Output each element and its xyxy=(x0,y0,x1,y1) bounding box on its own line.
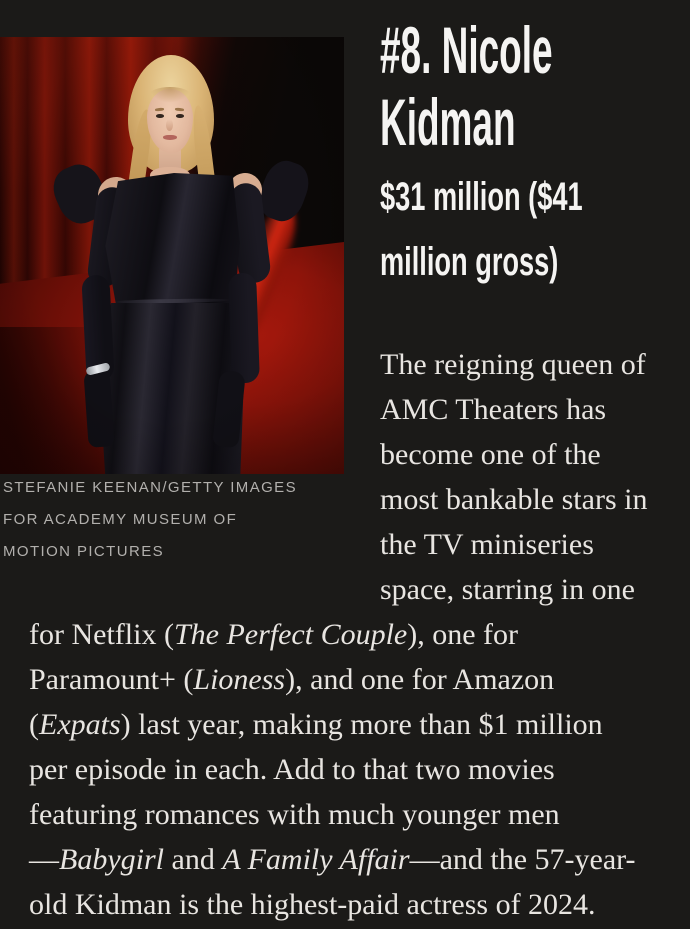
headline-line-2: Kidman xyxy=(380,85,516,159)
body-line: old Kidman is the highest-paid actress o… xyxy=(29,888,596,921)
body-line: per episode in each. Add to that two mov… xyxy=(29,753,555,786)
figure-lips xyxy=(163,135,177,140)
photo-credit-line: FOR ACADEMY MUSEUM OF xyxy=(3,511,238,528)
body-line: become one of the xyxy=(380,438,601,471)
photo-credit: STEFANIE KEENAN/GETTY IMAGES FOR ACADEMY… xyxy=(3,472,297,568)
body-line: the TV miniseries xyxy=(380,528,594,561)
earnings-line-1: $31 million ($41 xyxy=(380,175,583,219)
headline-line-1: #8. Nicole xyxy=(380,13,553,87)
photo-credit-line: MOTION PICTURES xyxy=(3,543,165,560)
body-text-column: The reigning queen of AMC Theaters has b… xyxy=(380,342,647,612)
body-line: most bankable stars in xyxy=(380,483,648,516)
eye-left xyxy=(156,114,164,118)
photo-credit-line: STEFANIE KEENAN/GETTY IMAGES xyxy=(3,479,297,496)
body-line: Paramount+ (Lioness), and one for Amazon xyxy=(29,663,555,696)
eye-right xyxy=(176,114,184,118)
body-line: (Expats) last year, making more than $1 … xyxy=(29,708,603,741)
body-line: featuring romances with much younger men xyxy=(29,798,560,831)
earnings-line-2: million gross) xyxy=(380,240,559,284)
body-line: for Netflix (The Perfect Couple), one fo… xyxy=(29,618,519,651)
photo-vignette xyxy=(0,37,344,474)
dress-bodice xyxy=(105,173,240,308)
body-line: AMC Theaters has xyxy=(380,393,607,426)
body-line: The reigning queen of xyxy=(380,348,646,381)
body-text-wide: for Netflix (The Perfect Couple), one fo… xyxy=(29,612,636,927)
body-line: space, starring in one xyxy=(380,573,635,606)
celebrity-photo xyxy=(0,37,344,474)
figure-hairline xyxy=(149,87,191,103)
body-line: —Babygirl and A Family Affair—and the 57… xyxy=(29,843,636,876)
figure-nose xyxy=(166,119,173,131)
